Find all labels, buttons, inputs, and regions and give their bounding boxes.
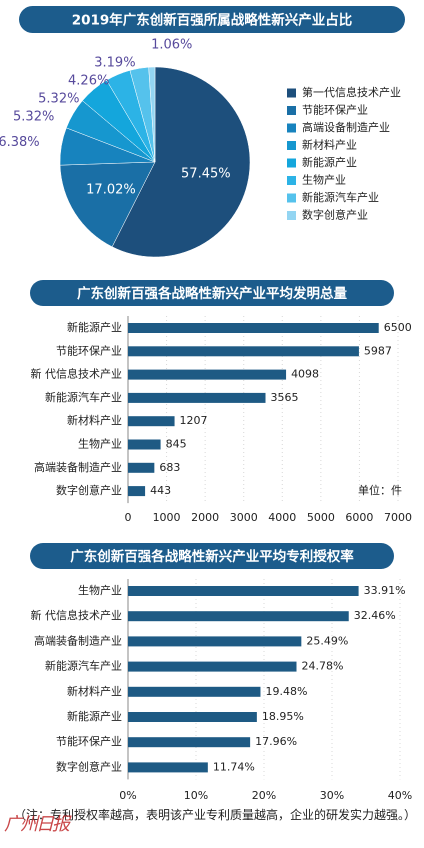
legend-label: 新能源产业 [302,155,357,169]
category-label: 高端装备制造产业 [34,633,122,647]
legend-swatch [287,106,296,115]
x-tick-label: 0% [119,789,136,802]
category-label: 生物产业 [78,437,122,451]
pie-value-label: 6.38% [0,135,40,150]
value-label: 19.48% [265,685,307,698]
category-label: 生物产业 [78,583,122,597]
bar [128,686,261,697]
legend-swatch [287,211,296,220]
x-tick-label: 2000 [191,511,219,524]
category-label: 数字创意产业 [56,483,122,497]
x-tick-label: 10% [184,789,208,802]
value-label: 845 [166,438,187,451]
value-label: 443 [150,484,171,497]
bar [128,462,155,473]
value-label: 33.91% [364,584,406,597]
bar [128,586,359,596]
x-tick-label: 30% [320,789,344,802]
pie-value-label: 5.32% [38,92,79,107]
title-banner [19,6,405,33]
x-tick-label: 6000 [345,511,373,524]
category-label: 新能源汽车产业 [45,390,122,404]
legend-label: 生物产业 [302,173,346,187]
note: （注：专利授权率越高，表明该产业专利质量越高，企业的研发实力越强。） [14,808,417,822]
pie-slice [59,161,156,248]
bar [128,486,146,497]
value-label: 4098 [291,368,319,381]
category-label: 新能源产业 [67,709,122,723]
value-label: 1207 [180,414,208,427]
bar [128,636,302,647]
legend-swatch [287,176,296,185]
legend-swatch [287,88,296,98]
value-label: 5987 [364,344,392,357]
value-label: 24.78% [302,660,344,673]
x-tick-label: 5000 [307,511,335,524]
value-label: 3565 [271,391,299,404]
legend-label: 新材料产业 [302,138,357,152]
bar [128,416,175,427]
pie-value-label: 17.02% [86,183,136,198]
legend-label: 新能源汽车产业 [302,190,379,204]
category-label: 新能源产业 [67,320,122,334]
legend-label: 节能环保产业 [302,103,368,117]
pie-slice [111,66,251,258]
category-label: 新材料产业 [67,684,122,698]
x-tick-label: 40% [388,789,412,802]
value-label: 25.49% [306,634,348,647]
category-label: 新 代信息技术产业 [31,367,123,381]
pie-slice [148,66,156,163]
x-tick-label: 20% [252,789,276,802]
legend-swatch [287,141,296,150]
bar [128,611,349,622]
chart-title: 2019年广东创新百强所属战略性新兴产业占比 [72,12,353,29]
value-label: 17.96% [255,735,297,748]
value-label: 18.95% [262,710,304,723]
chart-title: 广东创新百强各战略性新兴产业平均发明总量 [77,285,347,302]
legend-label: 数字创意产业 [302,208,368,222]
value-label: 683 [159,461,180,474]
value-label: 11.74% [213,760,255,773]
pie-value-label: 57.45% [181,167,231,182]
pie-value-label: 5.32% [13,110,54,125]
category-label: 节能环保产业 [56,734,122,748]
bar [128,712,257,722]
bar [128,392,266,403]
value-label: 32.46% [354,609,396,622]
pie-value-label: 3.19% [94,56,135,71]
category-label: 新能源汽车产业 [45,659,122,673]
legend-label: 高端设备制造产业 [302,120,390,134]
legend-swatch [287,193,296,203]
bar [128,323,379,333]
pie-value-label: 1.06% [151,38,192,53]
category-label: 数字创意产业 [56,759,122,773]
category-label: 新材料产业 [67,413,122,427]
unit-annotation: 单位：件 [358,483,402,497]
bar [128,661,297,672]
x-tick-label: 7000 [384,511,412,524]
watermark: 广州日报 [4,814,70,835]
legend-swatch [287,158,296,168]
legend-swatch [287,123,296,133]
bar [128,762,208,773]
x-tick-label: 0 [125,511,132,524]
title-banner [30,543,394,569]
legend-label: 第一代信息技术产业 [302,85,401,99]
category-label: 节能环保产业 [56,343,122,357]
bar [128,369,287,380]
bar [128,346,359,357]
x-tick-label: 4000 [268,511,296,524]
value-label: 6500 [384,321,412,334]
chart-title: 广东创新百强各战略性新兴产业平均专利授权率 [70,548,354,565]
x-tick-label: 3000 [230,511,258,524]
category-label: 高端装备制造产业 [34,460,122,474]
bar [128,737,251,748]
pie-value-label: 4.26% [68,74,109,89]
x-tick-label: 1000 [153,511,181,524]
bar [128,439,161,450]
category-label: 新 代信息技术产业 [31,608,123,622]
title-banner [30,280,394,306]
